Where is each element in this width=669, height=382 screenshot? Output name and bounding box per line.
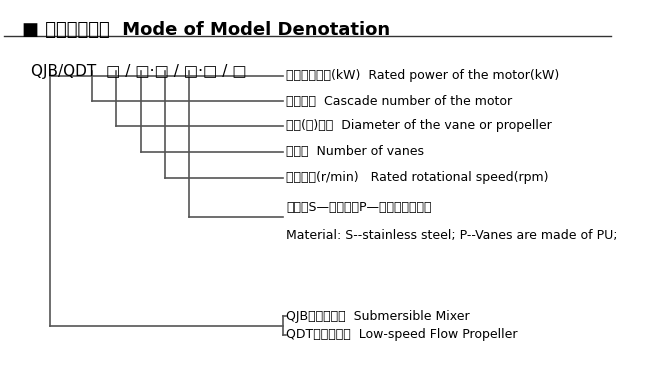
Text: QJB/QDT  □ / □·□ / □·□ / □: QJB/QDT □ / □·□ / □·□ / □ [31,64,247,79]
Text: 电机额定功率(kW)  Rated power of the motor(kW): 电机额定功率(kW) Rated power of the motor(kW) [286,70,559,83]
Text: Material: S--stainless steel; P--Vanes are made of PU;: Material: S--stainless steel; P--Vanes a… [286,228,617,241]
Text: QDT低速推流器  Low-speed Flow Propeller: QDT低速推流器 Low-speed Flow Propeller [286,329,518,342]
Text: 电机级数  Cascade number of the motor: 电机级数 Cascade number of the motor [286,95,512,108]
Text: 额定转速(r/min)   Rated rotational speed(rpm): 额定转速(r/min) Rated rotational speed(rpm) [286,172,549,185]
Text: 叶片数  Number of vanes: 叶片数 Number of vanes [286,145,424,158]
Text: 材质：S—不锈锂；P—叶浆为聚胺脂；: 材质：S—不锈锂；P—叶浆为聚胺脂； [286,201,432,214]
Text: 叶轮(桨)直径  Diameter of the vane or propeller: 叶轮(桨)直径 Diameter of the vane or propelle… [286,119,552,132]
Text: ■ 型号表示方式  Mode of Model Denotation: ■ 型号表示方式 Mode of Model Denotation [22,21,391,39]
Text: QJB潜水搅拌机  Submersible Mixer: QJB潜水搅拌机 Submersible Mixer [286,310,470,323]
